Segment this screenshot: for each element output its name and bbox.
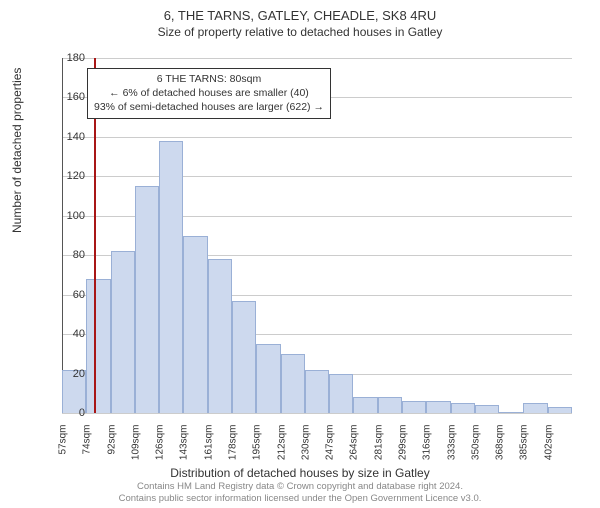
- footer-attribution: Contains HM Land Registry data © Crown c…: [0, 481, 600, 504]
- x-tick-label: 143sqm: [179, 425, 190, 465]
- x-tick-label: 247sqm: [325, 425, 336, 465]
- x-tick-label: 402sqm: [543, 425, 554, 465]
- histogram-bar: [548, 407, 572, 413]
- histogram-bar: [111, 251, 135, 413]
- histogram-bar: [159, 141, 183, 413]
- histogram-bar: [402, 401, 426, 413]
- histogram-bar: [305, 370, 329, 413]
- info-line-2: ← 6% of detached houses are smaller (40): [94, 86, 324, 100]
- x-tick-label: 368sqm: [495, 425, 506, 465]
- y-axis-label: Number of detached properties: [10, 68, 24, 233]
- x-tick-label: 299sqm: [398, 425, 409, 465]
- x-tick-label: 109sqm: [130, 425, 141, 465]
- histogram-bar: [353, 397, 377, 413]
- histogram-bar: [281, 354, 305, 413]
- gridline: [62, 58, 572, 59]
- x-tick-label: 385sqm: [519, 425, 530, 465]
- x-tick-label: 230sqm: [300, 425, 311, 465]
- gridline: [62, 137, 572, 138]
- histogram-bar: [523, 403, 547, 413]
- y-tick-label: 20: [55, 368, 85, 380]
- chart-title: 6, THE TARNS, GATLEY, CHEADLE, SK8 4RU: [0, 8, 600, 23]
- x-tick-label: 74sqm: [82, 425, 93, 465]
- x-tick-label: 57sqm: [58, 425, 69, 465]
- x-tick-label: 178sqm: [228, 425, 239, 465]
- x-tick-label: 333sqm: [446, 425, 457, 465]
- info-line-3: 93% of semi-detached houses are larger (…: [94, 100, 324, 114]
- x-tick-label: 161sqm: [203, 425, 214, 465]
- histogram-bar: [378, 397, 402, 413]
- reference-info-box: 6 THE TARNS: 80sqm ← 6% of detached hous…: [87, 68, 331, 119]
- x-tick-label: 350sqm: [470, 425, 481, 465]
- y-tick-label: 140: [55, 131, 85, 143]
- y-tick-label: 120: [55, 170, 85, 182]
- histogram-bar: [183, 236, 207, 414]
- x-tick-label: 126sqm: [155, 425, 166, 465]
- gridline: [62, 413, 572, 414]
- histogram-bar: [135, 186, 159, 413]
- y-tick-label: 0: [55, 407, 85, 419]
- footer-line-1: Contains HM Land Registry data © Crown c…: [0, 481, 600, 492]
- chart-subtitle: Size of property relative to detached ho…: [0, 25, 600, 39]
- x-axis-label: Distribution of detached houses by size …: [0, 466, 600, 480]
- x-tick-label: 92sqm: [106, 425, 117, 465]
- histogram-bar: [451, 403, 475, 413]
- histogram-bar: [256, 344, 280, 413]
- y-tick-label: 80: [55, 249, 85, 261]
- x-tick-label: 195sqm: [252, 425, 263, 465]
- chart-plot-area: 6 THE TARNS: 80sqm ← 6% of detached hous…: [62, 58, 572, 413]
- chart-container: 6, THE TARNS, GATLEY, CHEADLE, SK8 4RU S…: [0, 8, 600, 508]
- histogram-bar: [475, 405, 499, 413]
- histogram-bar: [329, 374, 353, 413]
- histogram-bar: [499, 412, 523, 413]
- y-tick-label: 40: [55, 328, 85, 340]
- x-tick-label: 212sqm: [276, 425, 287, 465]
- y-tick-label: 180: [55, 52, 85, 64]
- histogram-bar: [208, 259, 232, 413]
- x-tick-label: 264sqm: [349, 425, 360, 465]
- x-tick-label: 281sqm: [373, 425, 384, 465]
- histogram-bar: [232, 301, 256, 413]
- footer-line-2: Contains public sector information licen…: [0, 493, 600, 504]
- histogram-bar: [426, 401, 450, 413]
- info-line-1: 6 THE TARNS: 80sqm: [94, 72, 324, 86]
- x-tick-label: 316sqm: [422, 425, 433, 465]
- gridline: [62, 176, 572, 177]
- histogram-bar: [86, 279, 110, 413]
- y-tick-label: 160: [55, 91, 85, 103]
- y-tick-label: 60: [55, 289, 85, 301]
- y-tick-label: 100: [55, 210, 85, 222]
